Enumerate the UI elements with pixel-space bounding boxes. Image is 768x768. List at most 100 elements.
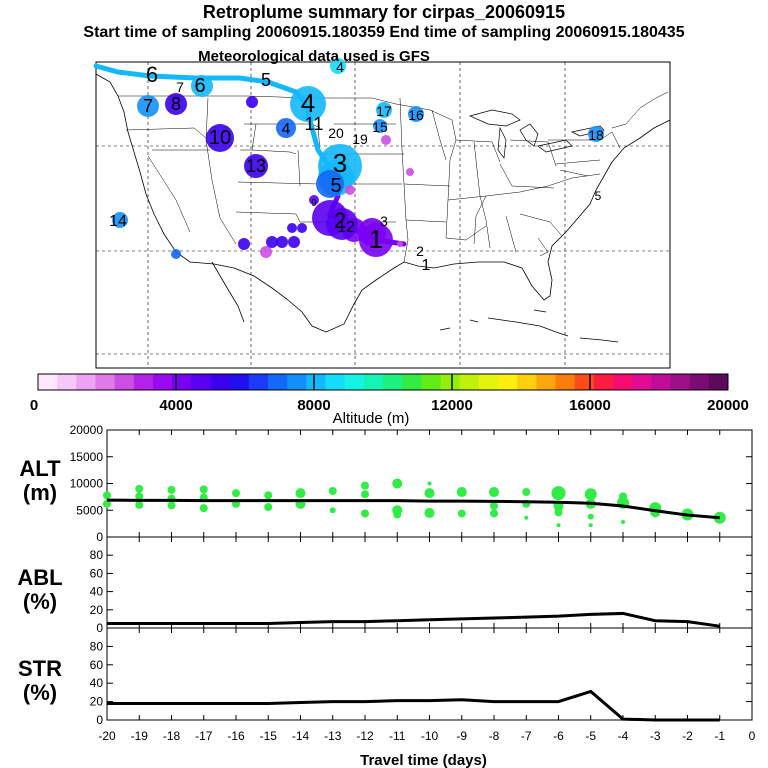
y-tick-label: 60 xyxy=(90,566,104,580)
trajectory-day-label: 14 xyxy=(109,213,127,230)
panel-y-label: (m) xyxy=(23,480,57,505)
colorbar-tick-label: 8000 xyxy=(297,397,330,414)
trajectory-day-label: 12 xyxy=(337,219,355,236)
colorbar-tick-label: 4000 xyxy=(159,397,192,414)
altitude-point xyxy=(295,488,306,499)
altitude-point xyxy=(103,499,111,508)
y-tick-label: 5000 xyxy=(76,503,103,517)
altitude-point xyxy=(135,500,144,509)
trajectory-marker xyxy=(297,223,307,233)
trajectory-marker xyxy=(381,135,391,145)
trajectory-marker xyxy=(290,86,326,122)
x-tick-label: -5 xyxy=(585,729,596,743)
colorbar-swatch xyxy=(133,374,154,390)
trajectory-markers xyxy=(112,58,604,259)
str-line xyxy=(107,689,720,722)
met-data-note: Meteorological data used is GFS xyxy=(198,48,430,65)
altitude-point xyxy=(392,478,403,489)
trajectory-day-label: 3 xyxy=(380,213,388,229)
altitude-point xyxy=(588,523,593,528)
altitude-point xyxy=(361,509,369,518)
colorbar-swatch xyxy=(689,374,710,390)
trajectory-day-label: 11 xyxy=(305,114,324,134)
colorbar-swatch xyxy=(632,374,652,390)
trajectory-marker xyxy=(206,124,234,152)
trajectory-day-label: 20 xyxy=(328,125,344,141)
colorbar-swatch xyxy=(306,374,326,390)
x-axis-label: Travel time (days) xyxy=(360,752,487,768)
altitude-point xyxy=(587,513,594,520)
trajectory-marker xyxy=(171,249,181,259)
colorbar-swatch xyxy=(651,374,671,390)
trajectory-day-label: 1 xyxy=(422,257,431,274)
y-tick-label: 60 xyxy=(90,658,104,672)
panel-y-label: STR xyxy=(18,656,62,681)
trajectory-day-label: 4 xyxy=(301,88,315,118)
x-tick-label: -6 xyxy=(553,729,564,743)
colorbar-tick-label: 12000 xyxy=(431,397,473,414)
trajectory-day-label: 8 xyxy=(171,94,181,114)
colorbar-swatch xyxy=(344,374,365,390)
trajectory-day-label: 7 xyxy=(143,96,153,116)
colorbar-swatch xyxy=(421,374,441,390)
trajectory-marker xyxy=(309,195,319,205)
panel-y-label: (%) xyxy=(23,680,57,705)
trajectory-day-label: 7 xyxy=(176,79,184,95)
altitude-point xyxy=(489,487,499,498)
x-tick-label: -18 xyxy=(163,729,181,743)
panel-y-label: ABL xyxy=(17,565,62,590)
altitude-point xyxy=(361,481,369,490)
x-tick-label: -19 xyxy=(131,729,149,743)
y-tick-label: 80 xyxy=(90,639,104,653)
y-tick-label: 15000 xyxy=(70,450,104,464)
altitude-point xyxy=(584,488,597,501)
panel-y-label: (%) xyxy=(23,589,57,614)
altitude-point xyxy=(556,523,561,528)
panel-alt: 0 5000 10000 15000 20000 ALT(m) xyxy=(19,423,753,544)
colorbar-swatch xyxy=(191,374,211,390)
altitude-point xyxy=(456,487,467,498)
y-tick-label: 20 xyxy=(90,603,104,617)
colorbar-swatch xyxy=(325,374,346,390)
x-tick-label: -17 xyxy=(195,729,213,743)
y-tick-label: 0 xyxy=(96,530,103,544)
abl-line xyxy=(107,611,720,628)
altitude-point xyxy=(554,508,563,517)
altitude-point xyxy=(167,501,176,510)
colorbar-swatch xyxy=(555,374,576,390)
x-tick-label: -16 xyxy=(227,729,245,743)
trajectory-marker xyxy=(316,170,344,198)
time-series-panels: 05000100001500020000ALT(m)020406080ABL(%… xyxy=(17,423,755,768)
colorbar-swatch xyxy=(593,374,614,390)
trajectory-marker xyxy=(330,58,346,74)
map-great-lakes xyxy=(468,109,605,159)
altitude-point xyxy=(524,515,529,520)
trajectory-marker xyxy=(260,246,272,258)
y-tick-label: 20000 xyxy=(70,423,104,437)
colorbar-swatch xyxy=(670,374,691,390)
altitude-point xyxy=(490,509,498,518)
colorbar-swatch xyxy=(76,374,96,390)
altitude-point xyxy=(329,507,336,514)
colorbar-swatch xyxy=(708,374,729,390)
colorbar-swatch xyxy=(248,374,269,390)
colorbar-swatch xyxy=(383,374,403,390)
trajectory-marker xyxy=(191,75,213,97)
y-tick-label: 40 xyxy=(90,676,104,690)
altitude-point xyxy=(522,488,531,497)
trajectory-marker xyxy=(358,218,386,246)
x-tick-label: -13 xyxy=(324,729,342,743)
trajectory-marker xyxy=(397,241,403,247)
colorbar-swatch xyxy=(574,374,595,390)
panel-frame xyxy=(106,627,753,721)
altitude-point xyxy=(167,485,176,494)
altitude-median-line xyxy=(106,498,720,520)
trajectory-marker xyxy=(408,106,424,122)
trajectory-day-label: 2 xyxy=(416,243,424,259)
trajectory-day-label: 9 xyxy=(311,198,317,209)
altitude-point xyxy=(328,486,337,495)
trajectory-marker xyxy=(312,200,348,236)
